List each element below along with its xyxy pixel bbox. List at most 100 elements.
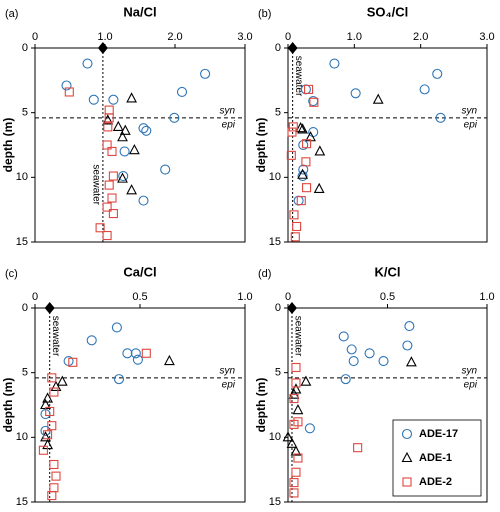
y-axis-label: depth (m)	[1, 378, 15, 433]
boundary-label: syn	[219, 365, 235, 376]
seawater-marker	[287, 42, 298, 54]
data-point	[104, 113, 114, 123]
data-point	[301, 157, 311, 167]
legend-marker	[402, 477, 412, 487]
y-axis-label: depth (m)	[254, 378, 268, 433]
y-tick-label: 10	[16, 431, 28, 443]
seawater-label: seawater	[292, 316, 303, 357]
data-point	[291, 362, 301, 373]
data-point	[104, 180, 114, 190]
data-point	[291, 467, 301, 477]
data-point	[107, 193, 117, 203]
data-point	[108, 208, 118, 219]
y-tick-label: 5	[275, 107, 281, 119]
data-point	[297, 168, 309, 179]
x-tick-label: 3.0	[237, 31, 252, 43]
x-tick-label: 2.0	[413, 31, 428, 43]
boundary-label: epi	[464, 119, 478, 130]
data-point	[435, 112, 446, 123]
data-point	[329, 58, 340, 69]
data-point	[302, 183, 312, 193]
data-point	[338, 331, 349, 342]
data-point	[130, 348, 141, 359]
data-point	[68, 357, 78, 367]
data-point	[132, 354, 143, 365]
data-point	[56, 375, 68, 386]
data-point	[138, 195, 149, 206]
data-point	[295, 122, 307, 133]
y-tick-label: 15	[269, 496, 281, 508]
data-point	[160, 164, 171, 175]
data-point	[86, 335, 97, 346]
data-point	[163, 354, 175, 366]
data-point	[102, 202, 112, 212]
data-point	[286, 150, 296, 160]
data-point	[291, 378, 301, 388]
legend-box	[392, 419, 482, 497]
data-point	[104, 105, 114, 115]
data-point	[113, 374, 125, 385]
y-tick-label: 5	[22, 107, 28, 119]
data-point	[290, 232, 300, 242]
boundary-label: epi	[222, 379, 236, 390]
data-point	[102, 140, 112, 150]
legend-label: ADE-17	[419, 428, 458, 440]
y-tick-label: 0	[275, 42, 281, 54]
legend-label: ADE-1	[419, 452, 452, 464]
data-point	[118, 170, 129, 182]
data-point	[141, 348, 151, 358]
seawater-label: seawater	[50, 316, 61, 357]
data-point	[45, 406, 55, 417]
x-tick-label: 0.5	[132, 291, 147, 303]
data-point	[49, 387, 59, 397]
legend-marker	[401, 428, 413, 440]
data-point	[314, 145, 326, 156]
y-tick-label: 10	[269, 171, 281, 183]
x-tick-label: 0	[285, 31, 291, 43]
data-point	[43, 430, 53, 440]
data-point	[51, 471, 61, 481]
data-point	[95, 223, 105, 233]
x-tick-label: 0	[285, 291, 291, 303]
chart-title: Na/Cl	[123, 4, 156, 19]
data-point	[50, 380, 62, 391]
data-point	[38, 445, 48, 455]
x-tick-label: 1.0	[97, 31, 112, 43]
data-point	[138, 123, 149, 134]
data-point	[298, 164, 309, 175]
data-point	[61, 80, 72, 91]
y-tick-label: 5	[275, 367, 281, 379]
data-point	[49, 459, 59, 470]
y-tick-label: 15	[16, 236, 28, 248]
data-point	[313, 182, 325, 194]
data-point	[289, 478, 299, 488]
data-point	[169, 112, 180, 123]
data-point	[282, 431, 294, 442]
data-point	[117, 172, 128, 183]
data-point	[111, 322, 122, 333]
y-axis-label: depth (m)	[254, 118, 268, 173]
y-tick-label: 0	[22, 42, 28, 54]
y-tick-label: 0	[275, 302, 281, 314]
seawater-marker	[44, 302, 55, 314]
data-point	[122, 348, 133, 359]
data-point	[405, 356, 417, 367]
data-point	[364, 348, 375, 359]
data-point	[47, 490, 57, 501]
data-point	[350, 88, 361, 99]
boundary-label: syn	[461, 365, 477, 376]
data-point	[289, 419, 299, 429]
data-point	[296, 196, 306, 206]
y-tick-label: 15	[269, 236, 281, 248]
chart-title: K/Cl	[375, 264, 401, 279]
legend-marker	[401, 451, 413, 463]
data-point	[49, 483, 59, 493]
data-point	[42, 392, 54, 403]
data-point	[119, 146, 130, 157]
data-point	[304, 423, 315, 434]
data-point	[289, 210, 299, 220]
data-point	[340, 374, 351, 385]
plot-frame	[287, 47, 488, 243]
x-tick-label: 3.0	[479, 31, 494, 43]
